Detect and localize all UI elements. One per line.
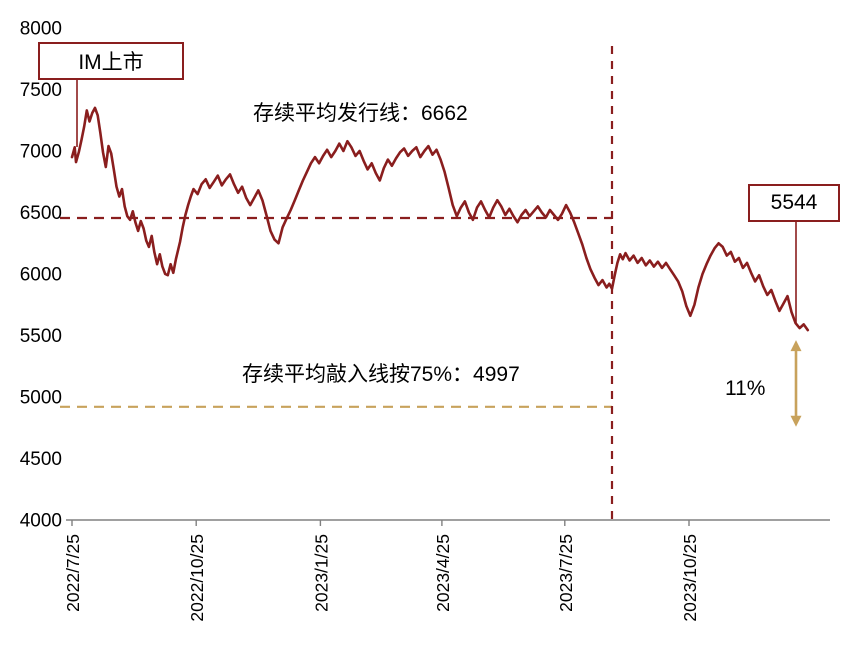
gap-percent-label: 11% [725, 377, 766, 400]
y-tick-label: 7500 [20, 80, 62, 101]
x-tick-label: 2023/10/25 [680, 534, 700, 622]
issuance-line-label: 存续平均发行线：6662 [253, 102, 468, 125]
im-listing-label: IM上市 [78, 51, 144, 74]
x-tick-label: 2022/7/25 [63, 534, 83, 612]
x-tick-label: 2023/1/25 [311, 534, 331, 612]
x-tick-label: 2022/10/25 [187, 534, 207, 622]
x-tick-label: 2023/7/25 [556, 534, 576, 612]
y-tick-label: 7000 [20, 142, 62, 163]
x-tick-label: 2023/4/25 [433, 534, 453, 612]
end-value-box: 5544 [748, 184, 840, 222]
y-tick-label: 5000 [20, 388, 62, 409]
y-tick-label: 4500 [20, 449, 62, 470]
gap-arrow-head-up [790, 340, 802, 352]
y-tick-label: 8000 [20, 19, 62, 40]
y-tick-label: 6500 [20, 203, 62, 224]
y-tick-label: 5500 [20, 326, 62, 347]
knockin-line-label: 存续平均敲入线按75%：4997 [242, 363, 520, 386]
im-listing-box: IM上市 [38, 42, 184, 80]
y-tick-label: 6000 [20, 265, 62, 286]
y-tick-label: 4000 [20, 511, 62, 532]
gap-arrow-head-down [790, 415, 802, 427]
end-value-label: 5544 [770, 191, 818, 214]
price-line [70, 106, 810, 332]
